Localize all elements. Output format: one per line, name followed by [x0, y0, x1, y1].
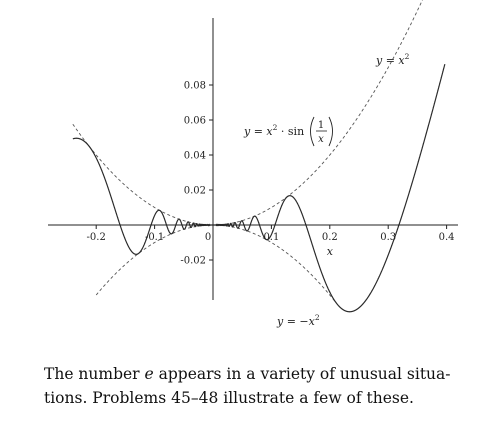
envelope-upper-curve [72, 0, 423, 226]
x-tick-label: 0.2 [322, 232, 338, 243]
label-main-exponent: 2 [273, 123, 278, 132]
function-plot: -0.2 -0.1 0 0.1 0.2 0.3 0.4 -0.02 0.02 0.04 0.06 0… [48, 0, 458, 328]
caption-line-1-start: The number [44, 365, 145, 383]
x-tick-label: 0.1 [263, 232, 279, 243]
label-main-fraction-denominator: x [318, 134, 324, 145]
x-tick-label: 0.4 [439, 232, 455, 243]
x-tick-label: -0.1 [145, 232, 164, 243]
label-main-fraction-numerator: 1 [318, 120, 324, 131]
label-lower-exponent: 2 [315, 313, 320, 322]
y-tick-label: 0.04 [184, 151, 206, 162]
label-upper-exponent: 2 [405, 52, 410, 61]
caption-e-symbol: e [144, 365, 154, 383]
x-tick-label: 0.3 [380, 232, 396, 243]
y-tick-label: -0.02 [180, 256, 206, 267]
label-upper-base: y = x [375, 54, 405, 67]
label-upper: y = x2 [375, 52, 410, 67]
label-main-lhs: y = x [243, 125, 273, 138]
y-tick-label: 0.06 [184, 116, 206, 127]
caption: The number e appears in a variety of unu… [44, 362, 484, 410]
label-main: y = x2 · sin 1 x [243, 116, 333, 147]
label-main-left-paren [310, 116, 315, 147]
x-axis-label: x [327, 245, 334, 258]
label-main-right-paren [328, 116, 333, 147]
envelope-lower-curve [95, 224, 336, 303]
x-tick-label: -0.2 [87, 232, 106, 243]
caption-line-2: tions. Problems 45–48 illustrate a few o… [44, 389, 414, 407]
caption-line-1-end: appears in a variety of unusual situa- [153, 365, 451, 383]
label-lower: y = −x2 [276, 313, 320, 328]
y-tick-label: 0.08 [184, 81, 206, 92]
label-lower-base: y = −x [276, 315, 316, 328]
label-main-sin: · sin [277, 125, 304, 138]
y-tick-label: 0.02 [184, 186, 206, 197]
x-tick-label: 0 [205, 232, 211, 243]
main-curve [72, 63, 446, 313]
label-main-base: y = x2 · sin [243, 123, 304, 138]
x-axis-ticks: -0.2 -0.1 0 0.1 0.2 0.3 0.4 [87, 225, 455, 243]
caption-line-1: The number e appears in a variety of unu… [44, 362, 484, 386]
y-axis-ticks: -0.02 0.02 0.04 0.06 0.08 [180, 81, 213, 267]
